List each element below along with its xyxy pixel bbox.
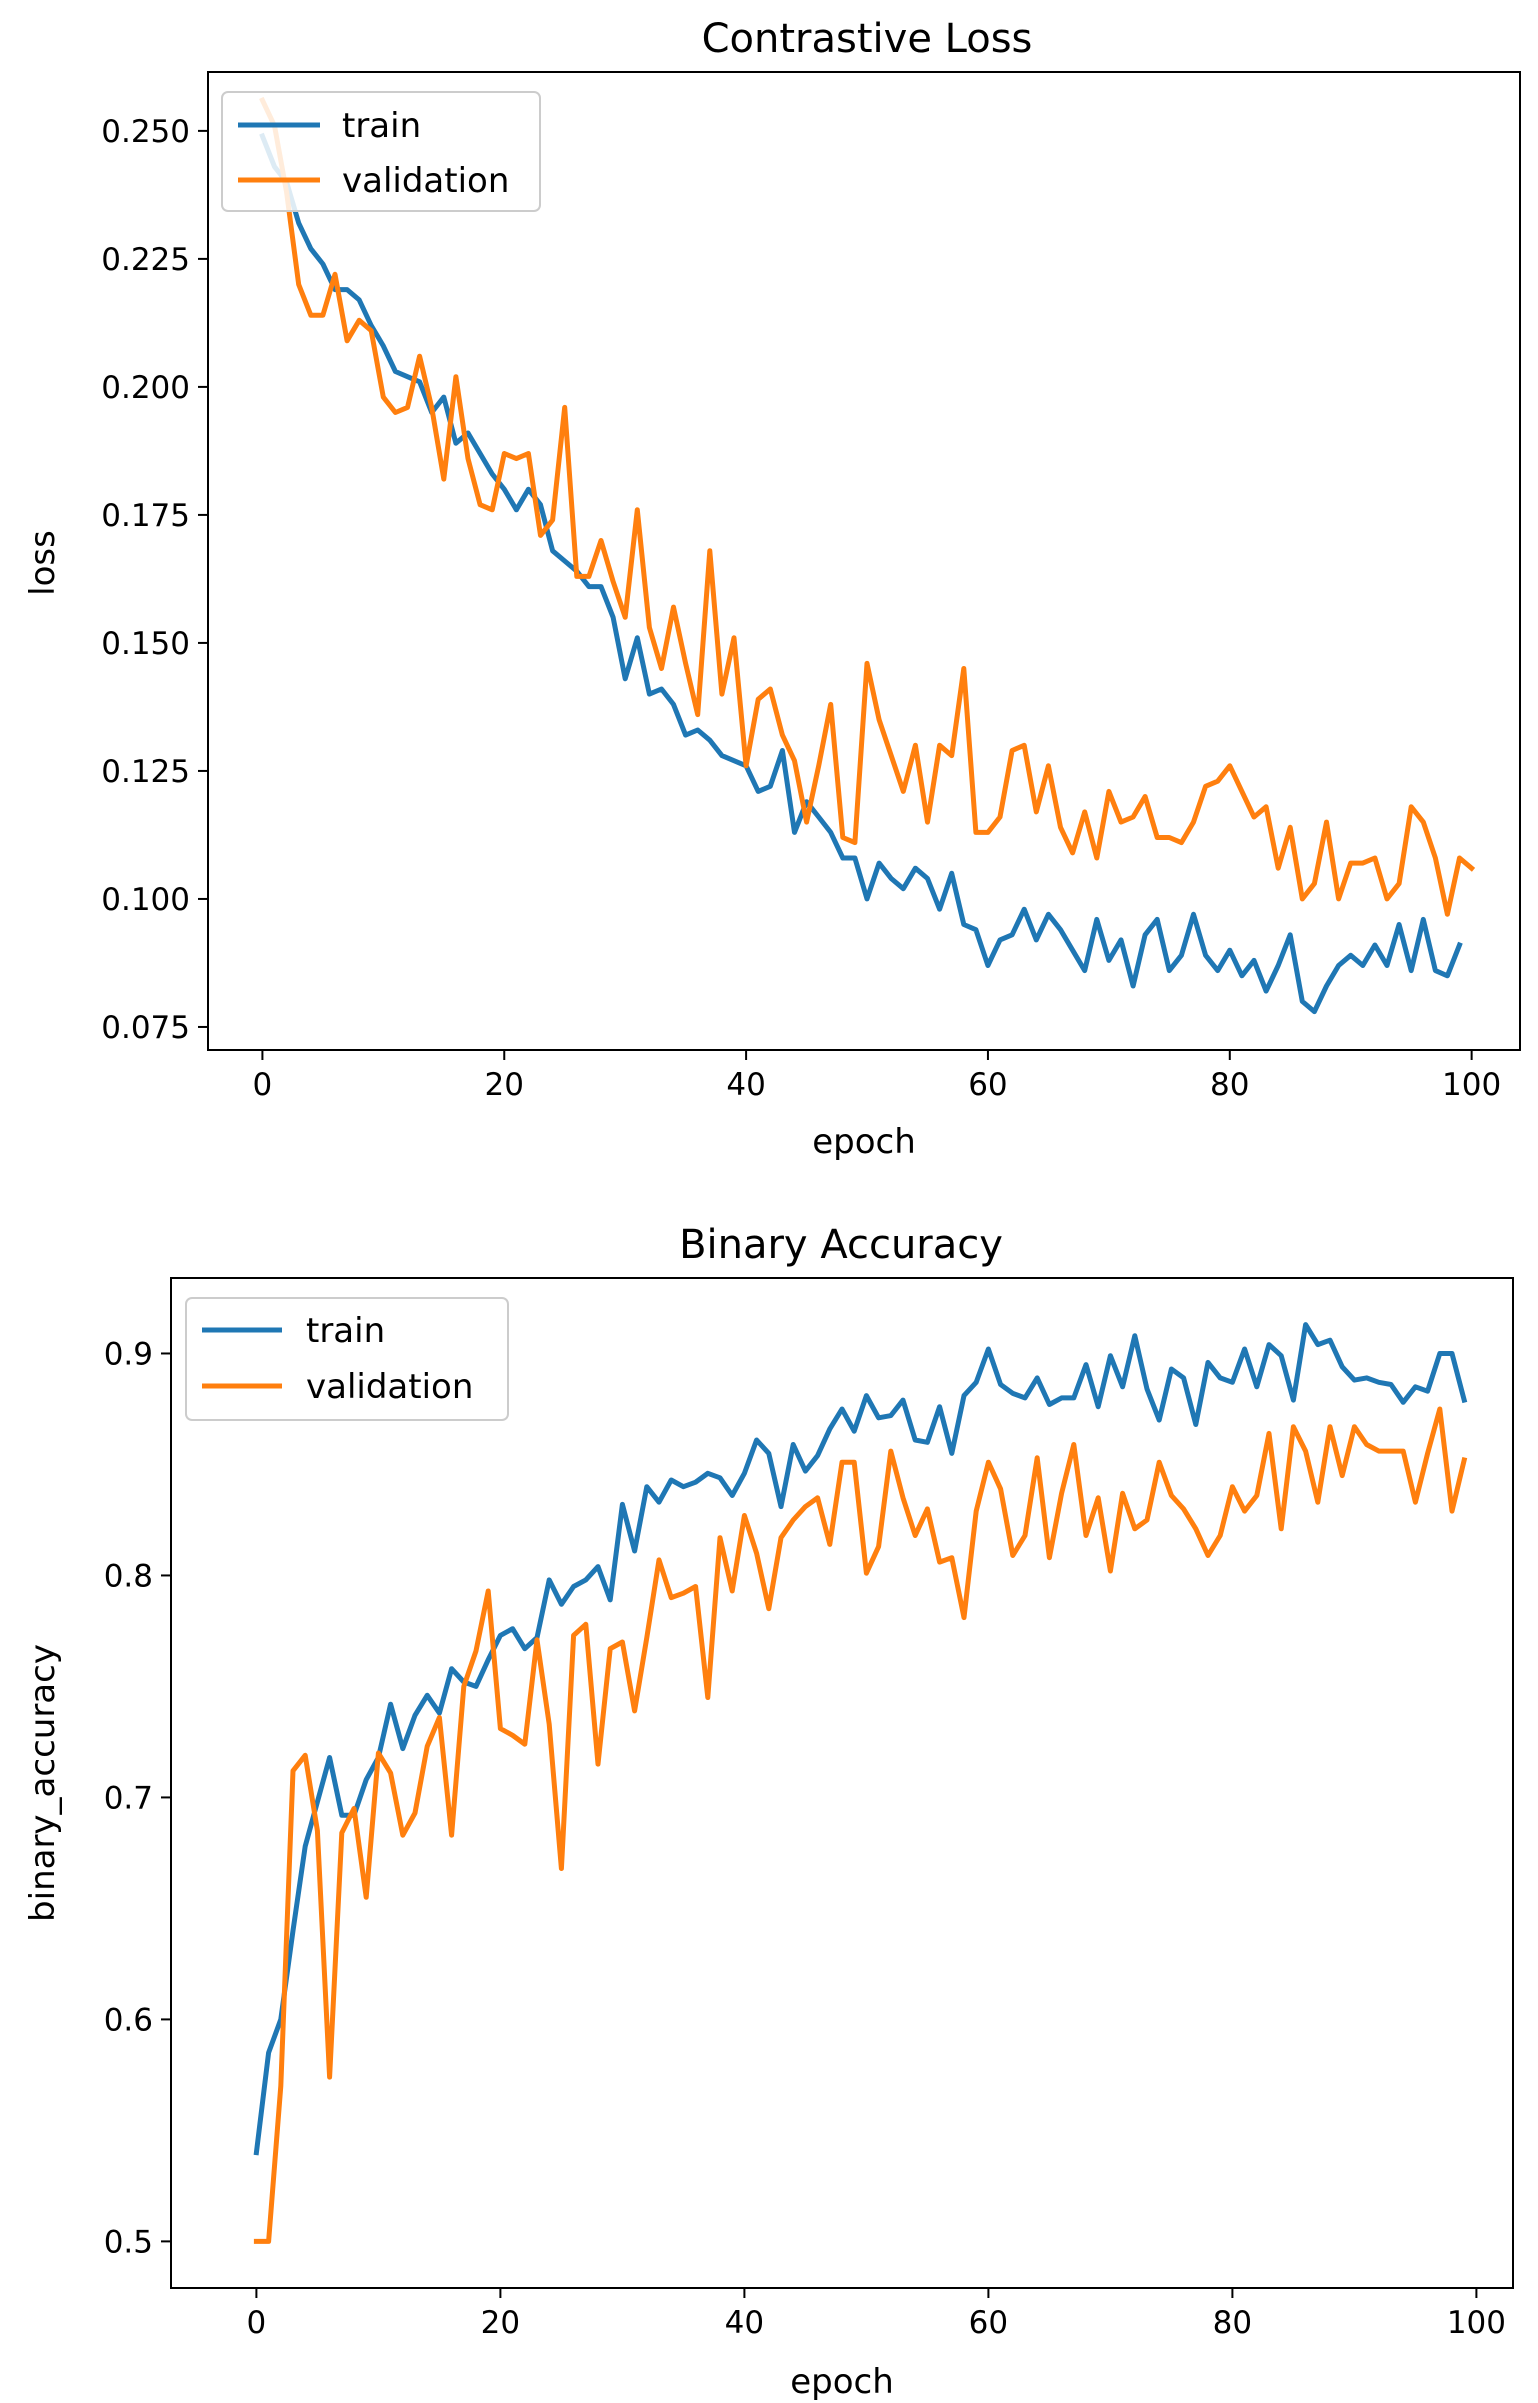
y-axis: 0.5 0.6 0.7 0.8 0.9	[104, 1336, 171, 2260]
y-tick-label: 0.175	[101, 498, 190, 534]
y-tick-label: 0.8	[104, 1558, 153, 1594]
legend-label-validation: validation	[342, 161, 509, 201]
y-tick-label: 0.075	[101, 1010, 190, 1046]
legend: train validation	[221, 91, 541, 212]
series-layer	[259, 96, 1476, 1015]
y-tick-label: 0.9	[104, 1336, 153, 1372]
x-tick-label: 80	[1213, 2305, 1252, 2341]
x-tick-label: 0	[253, 1067, 273, 1103]
y-axis-label: loss	[23, 530, 63, 596]
y-tick-label: 0.150	[101, 626, 190, 662]
x-tick-label: 40	[726, 1067, 765, 1103]
x-tick-label: 60	[968, 1067, 1007, 1103]
x-axis-label: epoch	[790, 2362, 894, 2402]
x-tick-label: 80	[1210, 1067, 1249, 1103]
chart-title: Binary Accuracy	[679, 1222, 1003, 1268]
series-line-train	[259, 132, 1463, 1015]
plot-area	[170, 1277, 1514, 2289]
series-layer	[253, 1322, 1468, 2244]
y-tick-label: 0.5	[104, 2224, 153, 2260]
y-tick-label: 0.125	[101, 754, 190, 790]
x-tick-label: 20	[481, 2305, 520, 2341]
x-tick-label: 0	[247, 2305, 267, 2341]
axes-frame	[170, 1277, 1514, 2289]
chart-contrastive-loss: Contrastive Loss 0 20 40 60 80 100 0.075 0.100…	[23, 16, 1521, 1162]
chart-title: Contrastive Loss	[702, 16, 1033, 62]
x-tick-label: 60	[969, 2305, 1008, 2341]
legend-label-train: train	[342, 106, 421, 146]
y-tick-label: 0.225	[101, 242, 190, 278]
y-axis-label: binary_accuracy	[23, 1644, 63, 1922]
x-axis: 0 20 40 60 80 100	[247, 2288, 1506, 2341]
plot-area	[207, 71, 1521, 1051]
legend: train validation	[185, 1297, 509, 1421]
x-axis-label: epoch	[812, 1122, 916, 1162]
y-tick-label: 0.6	[104, 2002, 153, 2038]
series-line-validation	[259, 96, 1476, 917]
y-axis: 0.075 0.100 0.125 0.150 0.175 0.200 0.225 0.250	[101, 114, 208, 1046]
x-tick-label: 100	[1442, 1067, 1501, 1103]
axes-frame	[207, 71, 1521, 1051]
y-tick-label: 0.200	[101, 370, 190, 406]
y-tick-label: 0.7	[104, 1780, 153, 1816]
x-tick-label: 100	[1447, 2305, 1506, 2341]
legend-label-validation: validation	[306, 1367, 473, 1407]
y-tick-label: 0.250	[101, 114, 190, 150]
series-line-train	[253, 1322, 1468, 2156]
x-axis: 0 20 40 60 80 100	[253, 1050, 1501, 1103]
x-tick-label: 40	[725, 2305, 764, 2341]
series-line-validation	[253, 1406, 1468, 2244]
legend-label-train: train	[306, 1311, 385, 1351]
chart-binary-accuracy: Binary Accuracy 0 20 40 60 80 100 0.50.60.70.…	[23, 1222, 1514, 2402]
y-tick-label: 0.100	[101, 882, 190, 918]
x-tick-label: 20	[485, 1067, 524, 1103]
